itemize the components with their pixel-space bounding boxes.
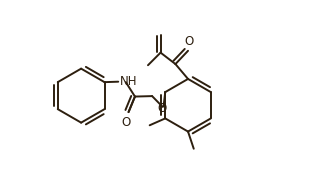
Text: NH: NH [119,75,137,88]
Text: O: O [122,116,131,129]
Text: O: O [157,102,166,115]
Text: O: O [184,35,194,48]
